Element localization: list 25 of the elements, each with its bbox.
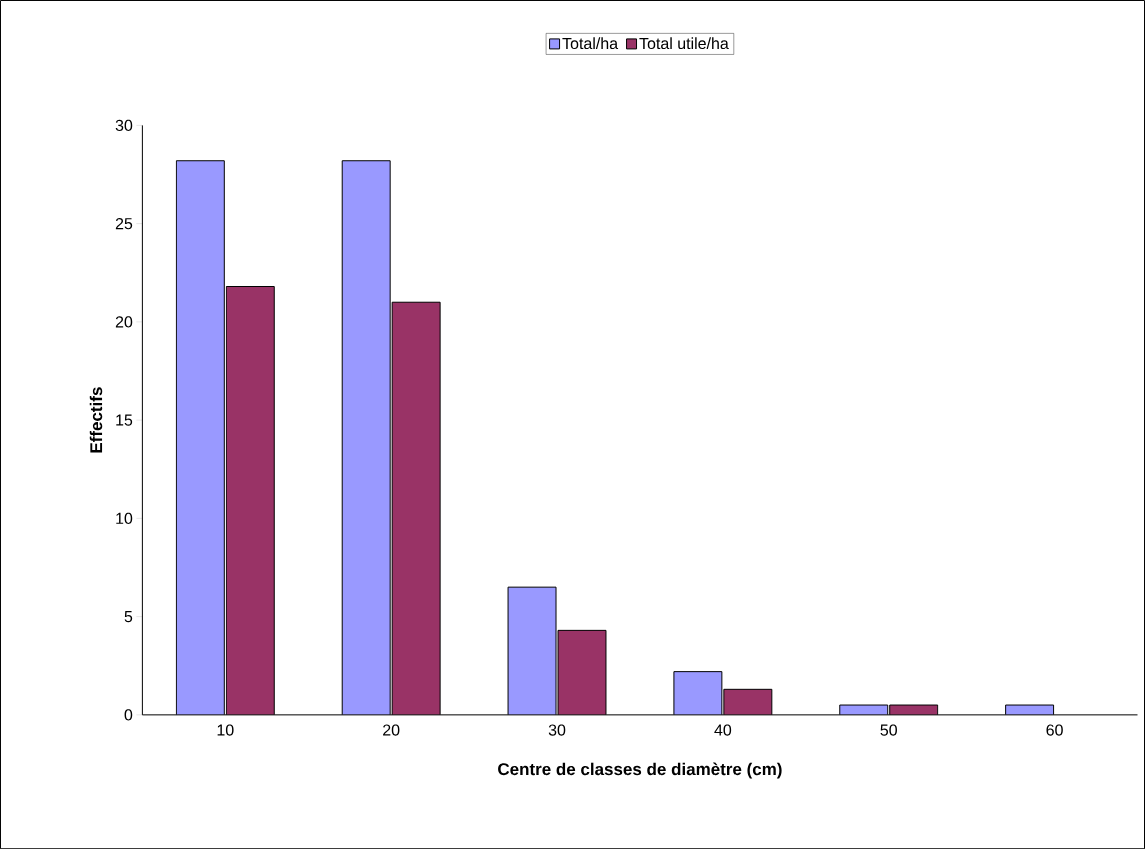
y-tick-label: 25 xyxy=(115,217,133,230)
bar xyxy=(392,302,441,715)
x-tick-label: 10 xyxy=(217,724,234,736)
y-tick-label: 30 xyxy=(115,119,133,131)
y-tick-label: 0 xyxy=(124,709,133,721)
y-tick-label: 5 xyxy=(124,610,133,623)
legend-label: Total/ha xyxy=(562,37,619,49)
x-axis-title: Centre de classes de diamètre (cm) xyxy=(498,762,782,779)
y-axis-title: Effectifs xyxy=(89,387,103,453)
legend-label: Total utile/ha xyxy=(639,37,729,49)
bar xyxy=(673,671,722,715)
x-tick-label: 30 xyxy=(548,724,566,736)
x-tick-label: 20 xyxy=(383,724,400,736)
x-tick-label: 40 xyxy=(714,724,732,736)
x-tick-label: 60 xyxy=(1046,724,1063,736)
x-tick-label: 50 xyxy=(880,724,897,736)
y-tick-label: 10 xyxy=(116,512,133,524)
y-tick-label: 20 xyxy=(115,316,133,328)
bar xyxy=(226,286,275,715)
bar xyxy=(723,689,772,715)
bar xyxy=(176,160,225,715)
bar xyxy=(342,160,391,715)
y-tick-label: 15 xyxy=(116,414,133,426)
bar xyxy=(508,587,557,715)
bar xyxy=(558,630,606,715)
